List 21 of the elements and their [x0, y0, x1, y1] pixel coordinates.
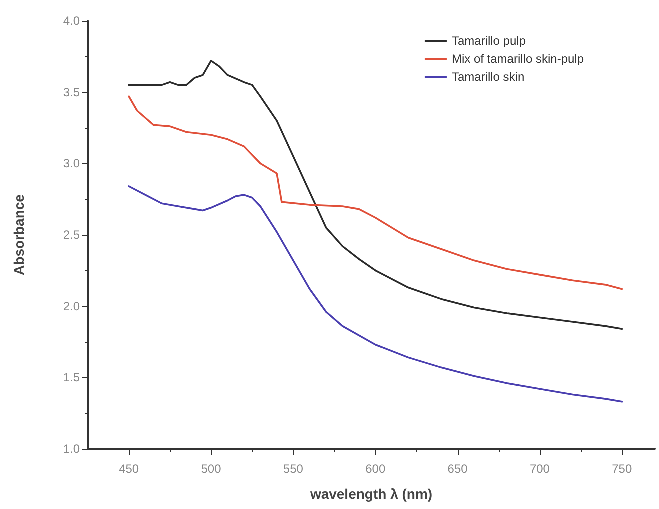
- y-tick-label: 2.0: [63, 299, 80, 314]
- x-tick-label: 450: [119, 462, 140, 476]
- legend-label: Tamarillo skin: [452, 70, 525, 84]
- x-axis-title: wavelength λ (nm): [309, 486, 433, 502]
- y-tick-label: 4.0: [63, 14, 80, 28]
- x-tick-label: 550: [283, 462, 304, 476]
- y-tick-label: 3.0: [63, 156, 80, 171]
- y-tick-label: 3.5: [63, 85, 80, 100]
- line-series: [128, 96, 624, 290]
- x-tick-label: 700: [530, 462, 550, 476]
- line-series: [128, 186, 624, 403]
- y-tick-label: 2.5: [63, 228, 80, 242]
- x-tick-label: 600: [366, 462, 386, 476]
- x-tick-label: 650: [448, 462, 468, 476]
- x-tick-label: 750: [612, 462, 632, 476]
- legend-label: Mix of tamarillo skin-pulp: [452, 52, 584, 66]
- y-axis-title: Absorbance: [11, 194, 27, 276]
- x-tick-label: 500: [201, 462, 222, 476]
- legend-label: Tamarillo pulp: [452, 34, 526, 48]
- y-tick-label: 1.5: [63, 370, 80, 385]
- y-tick-label: 1.0: [63, 442, 80, 456]
